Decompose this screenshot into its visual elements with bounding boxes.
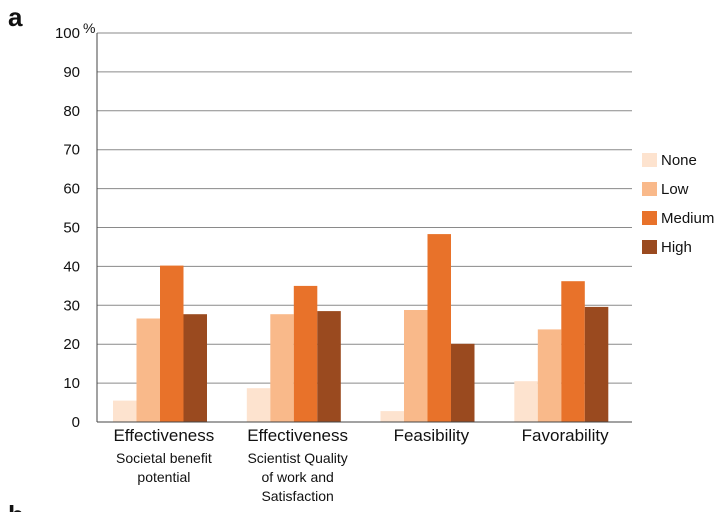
x-category-sublabel: potential xyxy=(137,469,190,485)
x-category-label: Feasibility xyxy=(394,426,470,445)
legend-swatch-low xyxy=(642,182,657,196)
x-category-sublabel: Scientist Quality xyxy=(247,450,347,466)
y-tick-label: 20 xyxy=(63,336,80,353)
legend-label-medium: Medium xyxy=(661,210,714,227)
bar-medium-1 xyxy=(160,265,184,422)
x-category-label: Favorability xyxy=(522,426,609,445)
bar-none-1 xyxy=(113,400,137,422)
x-category-sublabel: Satisfaction xyxy=(261,488,333,504)
y-tick-label: 100 xyxy=(55,25,80,42)
legend-swatch-medium xyxy=(642,211,657,225)
y-tick-label: 40 xyxy=(63,258,80,275)
bar-low-1 xyxy=(136,318,160,422)
x-category-sublabel: of work and xyxy=(261,469,333,485)
y-tick-label: 0 xyxy=(72,414,80,431)
panel-letter-a: a xyxy=(8,2,23,32)
bar-medium-4 xyxy=(561,281,585,422)
legend-label-high: High xyxy=(661,239,692,256)
bar-medium-3 xyxy=(427,234,451,422)
bars xyxy=(113,234,609,422)
bar-high-2 xyxy=(317,311,341,422)
y-tick-label: 50 xyxy=(63,220,80,237)
y-tick-label: 70 xyxy=(63,142,80,159)
bar-high-3 xyxy=(451,343,475,422)
x-category-label: Effectiveness xyxy=(113,426,214,445)
legend-swatch-high xyxy=(642,240,657,254)
legend: None Low Medium High xyxy=(642,152,714,256)
axes xyxy=(96,33,632,423)
legend-label-none: None xyxy=(661,152,697,169)
x-category-sublabel: Societal benefit xyxy=(116,450,212,466)
x-category-label: Effectiveness xyxy=(247,426,348,445)
bar-medium-2 xyxy=(293,285,318,422)
bar-low-3 xyxy=(404,310,428,422)
panel-letter-b: b xyxy=(8,500,24,512)
bar-none-3 xyxy=(380,411,404,422)
y-tick-label: 90 xyxy=(63,64,80,81)
y-tick-label: 10 xyxy=(63,375,80,392)
x-category-labels: Effectiveness Societal benefit potential Ef… xyxy=(113,426,609,504)
bar-high-1 xyxy=(183,314,207,422)
y-tick-label: 30 xyxy=(63,297,80,314)
legend-label-low: Low xyxy=(661,181,689,198)
bar-high-4 xyxy=(584,306,609,422)
y-tick-labels: 0 10 20 30 40 50 60 70 80 90 100 xyxy=(55,25,80,431)
bar-none-2 xyxy=(246,388,271,422)
legend-swatch-none xyxy=(642,153,657,167)
bar-low-2 xyxy=(270,314,294,422)
y-tick-label: 80 xyxy=(63,103,80,120)
bar-none-4 xyxy=(514,381,538,422)
y-tick-label: 60 xyxy=(63,181,80,198)
y-unit-label: % xyxy=(83,20,95,36)
bar-low-4 xyxy=(537,329,562,422)
